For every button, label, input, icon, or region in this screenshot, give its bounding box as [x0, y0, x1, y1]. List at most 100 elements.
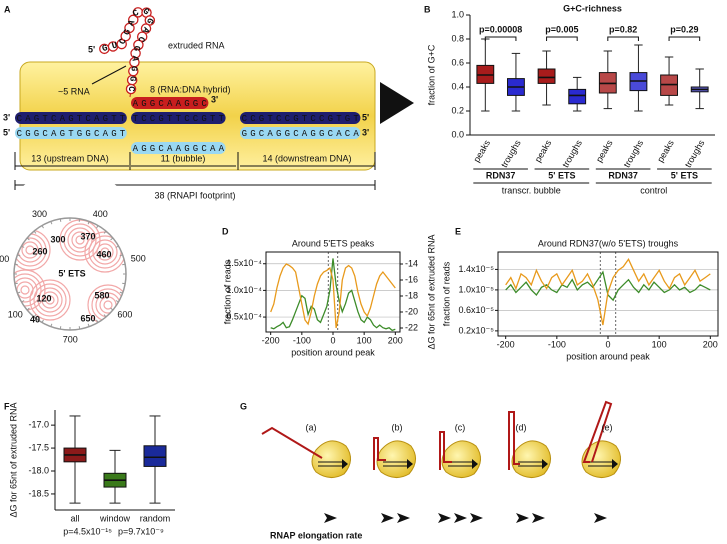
ring-tick [50, 221, 53, 225]
x-tick-label: troughs [560, 138, 584, 169]
series-line [505, 258, 711, 326]
template-bubble: TCCGTTCCGTT [133, 114, 228, 124]
rna-hairpin [508, 411, 520, 470]
series-line [270, 258, 396, 332]
ring-tick [59, 326, 62, 330]
nontemplate-upstream: CGGCAGTGGCAGT [17, 129, 129, 139]
box [568, 88, 587, 105]
inner-label: 580 [94, 290, 109, 300]
y-tick-label: 1.0 [451, 9, 464, 19]
p-value: p=4.5x10⁻¹⁵ [63, 526, 112, 536]
ring-tick [33, 314, 37, 318]
y-tick-label: 1.4x10⁻⁵ [458, 264, 494, 274]
x-tick-label: 0 [330, 335, 335, 345]
position-label: 300 [32, 209, 47, 219]
hybrid-rna-bg [131, 97, 209, 109]
ring-tick [21, 245, 25, 248]
polymerase [441, 440, 481, 478]
region-label: 13 (upstream DNA) [31, 153, 109, 163]
inner-label: 460 [96, 249, 111, 259]
rate-arrow [438, 513, 451, 523]
y-tick-label: 1.0x10⁻⁴ [226, 285, 262, 295]
rate-arrow [397, 513, 410, 523]
ring-tick [103, 314, 107, 318]
x-tick-label: -200 [262, 335, 280, 345]
rna-label: extruded RNA [168, 40, 225, 50]
x-tick-label: 100 [357, 335, 372, 345]
position-label: 600 [117, 309, 132, 319]
rate-arrow [454, 513, 467, 523]
end-label: 3' [211, 94, 218, 104]
x-tick-label: 0 [605, 339, 610, 349]
nontemplate-downstream-bg [240, 127, 361, 139]
rna-base [128, 14, 139, 26]
polymerase [311, 440, 351, 478]
direction-arrow [380, 82, 414, 124]
rna-hairpin [261, 426, 323, 459]
structure-arc [96, 243, 114, 261]
footprint-label: 38 (RNAPI footprint) [154, 190, 235, 200]
p-bracket [484, 36, 517, 41]
chart-title: Around 5'ETS peaks [292, 238, 375, 248]
rate-arrow [594, 513, 607, 523]
ring-tick [103, 230, 107, 234]
y2-tick-label: -16 [405, 274, 418, 284]
p-bracket [546, 36, 578, 41]
center-label: 5' ETS [58, 268, 85, 278]
structure-arc [75, 235, 85, 245]
x-tick-label: all [70, 513, 79, 523]
x-tick-label: window [99, 513, 131, 523]
p-value: p=0.005 [545, 24, 578, 34]
x-axis-label: position around peak [291, 347, 375, 357]
x-axis-label: position around peak [566, 351, 650, 361]
x-tick-label: troughs [622, 138, 646, 169]
y-tick-label: 1.5x10⁻⁴ [226, 258, 262, 268]
rna-5prime: 5' [88, 44, 95, 54]
dna-arrow-head [407, 459, 413, 469]
rate-arrow [381, 513, 394, 523]
p-value: p=0.82 [609, 24, 637, 34]
y2-tick-label: -20 [405, 306, 418, 316]
x-tick-label: random [140, 513, 171, 523]
x-tick-label: troughs [683, 138, 707, 169]
step-label: (e) [602, 422, 613, 432]
y-tick-label: 0.4 [451, 81, 464, 91]
hybrid-rna: AGGCAAGGC [133, 99, 210, 109]
template-upstream: CAGTCAGTCAGTT [17, 114, 129, 124]
structure-arc [20, 285, 30, 295]
x-tick-label: peaks [471, 138, 492, 164]
x-tick-label: 200 [388, 335, 403, 345]
x-tick-label: 200 [703, 339, 718, 349]
rate-arrow [516, 513, 529, 523]
region-label: 14 (downstream DNA) [262, 153, 351, 163]
structure-arc [16, 281, 34, 299]
p-value: p=0.00008 [479, 24, 522, 34]
ring-tick [122, 263, 126, 266]
y-tick-label: 0.2 [451, 105, 464, 115]
plot-frame [265, 251, 401, 333]
structure-arc [21, 241, 39, 259]
ring-tick [96, 319, 99, 323]
y-tick-label: 0.5x10⁻⁴ [226, 311, 262, 321]
position-label: 200 [0, 254, 9, 264]
structure-arc [67, 227, 93, 253]
x-tick-label: troughs [499, 138, 523, 169]
group-label: RDN37 [608, 170, 638, 180]
panel-label: D [222, 226, 229, 236]
ring-tick [26, 307, 30, 311]
step-label: (c) [455, 422, 466, 432]
polymerase [511, 440, 551, 478]
structure-mask [0, 174, 170, 374]
template-downstream: CCGTCCGTCCGTGT [242, 114, 362, 124]
panel-label: G [240, 401, 247, 411]
end-label: 5' [362, 112, 369, 122]
polymerase [581, 440, 621, 478]
rna-hairpin [373, 437, 386, 470]
ring-tick [33, 230, 37, 234]
template-upstream-bg [15, 112, 127, 124]
y-tick-label: 0.6x10⁻⁵ [458, 305, 494, 315]
panel-label: B [424, 4, 431, 14]
x-tick-label: -100 [548, 339, 566, 349]
dna-arrow-head [612, 459, 618, 469]
ring-tick [14, 263, 18, 266]
